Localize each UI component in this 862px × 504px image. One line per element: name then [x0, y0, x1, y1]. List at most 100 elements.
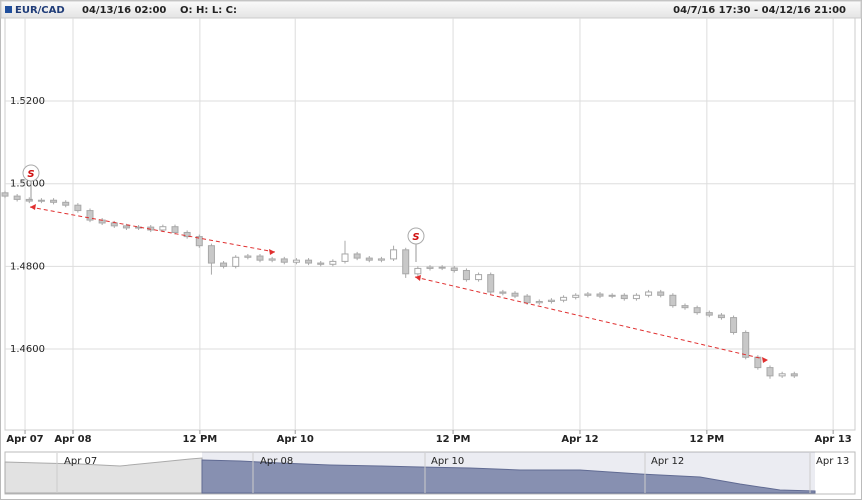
- candle-body: [220, 262, 228, 267]
- candle-body: [232, 256, 240, 267]
- candle-body: [766, 367, 774, 377]
- candle: [511, 291, 519, 299]
- candle: [207, 243, 215, 275]
- candle-body: [790, 373, 798, 377]
- candle-body: [292, 259, 300, 263]
- candle-body: [365, 257, 373, 261]
- symbol-icon: [5, 6, 12, 13]
- candle-body: [37, 199, 45, 202]
- candle: [365, 256, 373, 263]
- candle: [535, 299, 543, 305]
- candle-body: [13, 195, 21, 200]
- navigator-area-selected: [201, 459, 816, 494]
- candle: [705, 310, 713, 318]
- candle: [450, 265, 458, 273]
- candle: [268, 256, 276, 263]
- navigator: Apr 07 Apr 08 Apr 10 Apr 12 Apr 13: [4, 451, 856, 495]
- candle: [693, 305, 701, 315]
- plot-background: [4, 17, 856, 431]
- candle: [341, 240, 349, 264]
- candle: [244, 253, 252, 260]
- candle-body: [462, 269, 470, 281]
- candle: [353, 251, 361, 261]
- navigator-label: Apr 13: [816, 456, 849, 467]
- candle: [159, 224, 167, 233]
- candle-body: [195, 236, 203, 247]
- candle-body: [705, 312, 713, 316]
- candle: [584, 291, 592, 298]
- candle-body: [547, 299, 555, 302]
- candle-body: [475, 274, 483, 281]
- candle: [37, 198, 45, 204]
- marker-label: S: [27, 169, 34, 180]
- candle-body: [122, 225, 130, 229]
- trend-arrow: [30, 204, 36, 210]
- candle: [560, 295, 568, 303]
- candle-body: [560, 296, 568, 301]
- candle-body: [499, 291, 507, 294]
- trend-arrow: [269, 249, 275, 255]
- candle: [377, 256, 385, 263]
- y-tick-label: 1.4600: [10, 344, 45, 355]
- marker-circle[interactable]: [407, 227, 425, 245]
- x-tick-label: 12 PM: [690, 434, 725, 445]
- candle: [438, 265, 446, 271]
- candle: [329, 259, 337, 267]
- x-tick-label: 12 PM: [183, 434, 218, 445]
- candle: [657, 289, 665, 298]
- candle: [232, 255, 240, 269]
- signal-markers: S S: [22, 164, 425, 262]
- candle-body: [402, 249, 410, 275]
- candle: [62, 200, 70, 208]
- navigator-label: Apr 12: [651, 456, 684, 467]
- candle: [1, 190, 9, 199]
- candle: [681, 303, 689, 310]
- x-tick-label: Apr 12: [561, 434, 598, 445]
- marker-circle[interactable]: [22, 164, 40, 182]
- candle: [669, 293, 677, 308]
- candle-body: [608, 294, 616, 297]
- navigator-window[interactable]: [202, 452, 815, 493]
- ohlc-readout: O: H: L: C:: [180, 5, 237, 16]
- candle-body: [86, 210, 94, 221]
- candle-body: [681, 305, 689, 309]
- symbol[interactable]: EUR/CAD: [15, 5, 65, 16]
- candle-body: [74, 204, 82, 212]
- candle-body: [742, 331, 750, 358]
- candle: [402, 247, 410, 278]
- candle-body: [438, 266, 446, 269]
- candle-body: [450, 267, 458, 271]
- candle: [195, 234, 203, 248]
- candle-body: [1, 192, 9, 197]
- candle-body: [511, 292, 519, 297]
- candle: [766, 365, 774, 379]
- candle-body: [717, 314, 725, 319]
- candle-body: [377, 258, 385, 261]
- candle: [717, 313, 725, 320]
- candle-body: [280, 258, 288, 263]
- candle: [499, 289, 507, 296]
- candle: [256, 253, 264, 263]
- candle: [645, 289, 653, 298]
- candle: [426, 265, 434, 271]
- candle: [730, 315, 738, 335]
- x-tick-label: Apr 07: [6, 434, 43, 445]
- candle: [547, 298, 555, 304]
- candle-body: [669, 294, 677, 307]
- candle-body: [329, 260, 337, 265]
- candle: [292, 258, 300, 265]
- candle: [183, 230, 191, 239]
- y-tick-label: 1.4800: [10, 261, 45, 272]
- candle-body: [353, 253, 361, 259]
- candle-body: [596, 293, 604, 297]
- date-range: 04/7/16 17:30 - 04/12/16 21:00: [673, 5, 846, 16]
- candle: [790, 371, 798, 378]
- candle-body: [171, 226, 179, 233]
- candle: [171, 224, 179, 235]
- cursor-time: 04/13/16 02:00: [82, 5, 166, 16]
- candle: [620, 293, 628, 301]
- candle: [50, 198, 58, 205]
- candle-body: [268, 258, 276, 261]
- x-tick-label: 12 PM: [436, 434, 471, 445]
